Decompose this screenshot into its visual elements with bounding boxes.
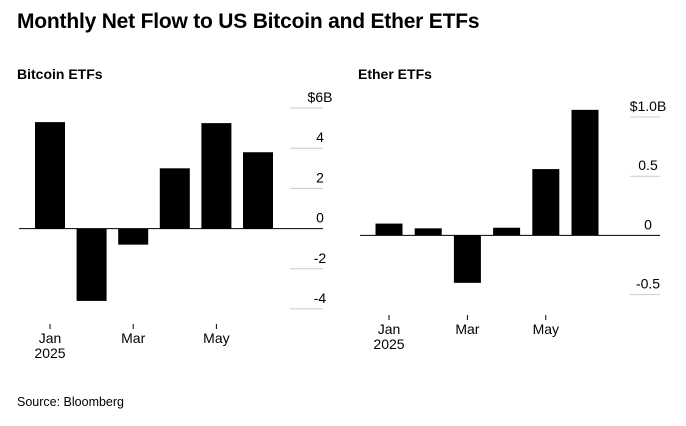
ether-xtick-label: Mar — [455, 321, 479, 337]
ether-xtick-label: May — [533, 321, 559, 337]
ether-ytick-label: 0 — [644, 216, 652, 232]
ether-xtick-year: 2025 — [373, 336, 404, 352]
bitcoin-bar-apr — [159, 168, 190, 229]
bitcoin-ytick-label: -2 — [314, 250, 327, 266]
bitcoin-ytick-label: 4 — [316, 129, 324, 145]
ether-ytick-label: 0.5 — [638, 157, 658, 173]
ether-bar-apr — [493, 227, 521, 236]
ether-bar-mar — [453, 235, 481, 283]
ether-bar-jun — [571, 109, 599, 236]
bitcoin-bar-jan — [35, 122, 65, 229]
bitcoin-ytick-label: 0 — [316, 210, 324, 226]
bitcoin-ytick-label: $6B — [308, 89, 333, 105]
bitcoin-bar-feb — [76, 228, 107, 301]
ether-xtick-label: Jan — [378, 321, 401, 337]
ether-bar-may — [532, 169, 560, 236]
ether-panel-title: Ether ETFs — [358, 66, 432, 82]
bitcoin-ytick-label: 2 — [316, 169, 324, 185]
ether-bar-feb — [414, 228, 442, 236]
bitcoin-xtick-label: May — [203, 330, 229, 346]
bitcoin-xtick-label: Jan — [39, 330, 62, 346]
source-note: Source: Bloomberg — [17, 395, 125, 409]
ether-ytick-label: -0.5 — [636, 276, 660, 292]
bitcoin-xtick-label: Mar — [121, 330, 145, 346]
bitcoin-bar-may — [201, 123, 232, 229]
bitcoin-bar-jun — [243, 152, 273, 229]
bitcoin-ytick-label: -4 — [314, 290, 327, 306]
bitcoin-panel-title: Bitcoin ETFs — [17, 66, 103, 82]
ether-ytick-label: $1.0B — [630, 98, 667, 114]
bitcoin-bar-mar — [118, 228, 149, 245]
ether-bar-jan — [375, 223, 403, 236]
bitcoin-xtick-year: 2025 — [34, 345, 65, 361]
chart-title: Monthly Net Flow to US Bitcoin and Ether… — [17, 10, 480, 33]
